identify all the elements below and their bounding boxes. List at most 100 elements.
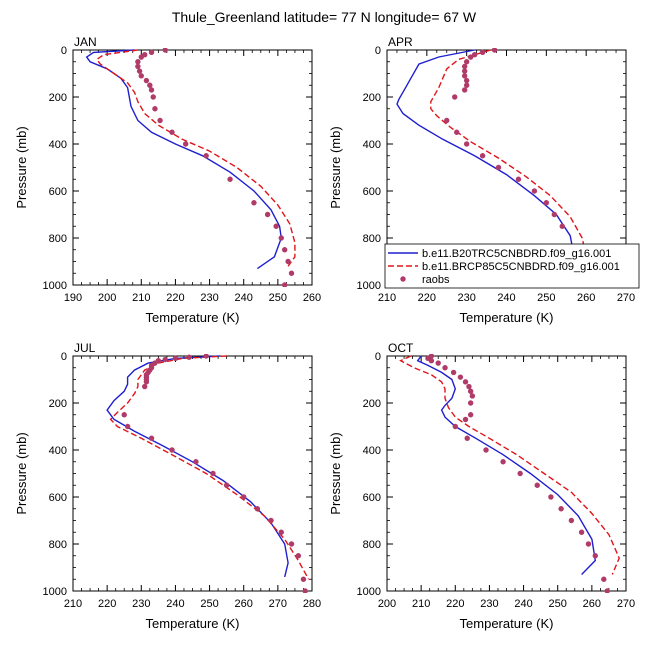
raobs-point — [152, 106, 158, 112]
raobs-point — [462, 379, 469, 385]
y-axis-label: Pressure (mb) — [328, 432, 343, 514]
raobs-point — [450, 369, 457, 376]
raobs-point — [285, 258, 291, 265]
raobs-point — [452, 94, 458, 100]
plot-area — [396, 48, 587, 287]
y-tick-label: 600 — [363, 492, 381, 504]
raobs-point — [428, 358, 435, 364]
raobs-point — [491, 48, 498, 53]
raobs-point — [162, 356, 168, 363]
series-line-brcp85 — [109, 355, 310, 580]
x-axis-label: Temperature (K) — [146, 616, 240, 631]
x-tick-label: 230 — [132, 598, 150, 610]
raobs-point — [302, 588, 308, 593]
raobs-point — [147, 82, 153, 88]
y-tick-label: 400 — [49, 139, 67, 151]
raobs-point — [463, 82, 470, 88]
raobs-point — [461, 63, 468, 70]
panel-month-label: APR — [388, 35, 413, 49]
x-tick-label: 250 — [269, 292, 287, 304]
raobs-point — [138, 73, 144, 79]
raobs-point — [135, 59, 141, 65]
x-tick-label: 210 — [132, 292, 150, 304]
raobs-point — [479, 49, 486, 56]
raobs-point — [268, 517, 274, 524]
raobs-point — [469, 393, 476, 399]
raobs-point — [138, 54, 144, 60]
y-tick-label: 1000 — [357, 586, 381, 598]
raobs-point — [288, 270, 295, 276]
raobs-point — [483, 447, 489, 453]
x-tick-label: 240 — [166, 598, 184, 610]
raobs-point — [136, 68, 143, 74]
raobs-point — [461, 87, 468, 93]
x-axis-label: Temperature (K) — [460, 616, 554, 631]
raobs-point — [463, 141, 470, 147]
x-tick-label: 210 — [64, 598, 82, 610]
raobs-point — [281, 247, 288, 253]
y-tick-label: 0 — [61, 351, 67, 363]
raobs-point — [457, 374, 464, 380]
raobs-point — [462, 416, 469, 423]
raobs-point — [203, 153, 209, 159]
x-tick-label: 220 — [446, 598, 464, 610]
figure-title: Thule_Greenland latitude= 77 N longitude… — [172, 9, 477, 25]
raobs-point — [464, 435, 470, 441]
x-tick-label: 240 — [497, 292, 515, 304]
raobs-point — [442, 365, 448, 371]
x-tick-label: 260 — [235, 598, 253, 610]
raobs-point — [169, 129, 175, 135]
panel-oct: OCT 200 210 220 230 240 250 260 270 0 200 400 600 800… — [328, 341, 635, 631]
raobs-point — [604, 588, 610, 593]
raobs-point — [172, 355, 179, 362]
raobs-point — [467, 400, 474, 406]
raobs-point — [467, 388, 474, 394]
raobs-point — [264, 211, 271, 218]
y-tick-label: 1000 — [357, 280, 381, 292]
raobs-point — [227, 176, 233, 182]
raobs-point — [559, 223, 565, 229]
raobs-point — [578, 529, 585, 535]
series-line-b20trc5 — [106, 355, 289, 578]
raobs-point — [452, 423, 458, 430]
raobs-point — [251, 200, 257, 206]
plot-frame — [72, 355, 313, 592]
x-tick-label: 260 — [303, 292, 321, 304]
panel-month-label: OCT — [388, 341, 414, 355]
series-line-brcp85 — [95, 49, 296, 267]
x-tick-label: 240 — [235, 292, 253, 304]
y-tick-label: 800 — [363, 539, 381, 551]
raobs-point — [157, 117, 163, 124]
raobs-point — [203, 354, 209, 359]
raobs-point — [288, 541, 295, 547]
plot-area — [85, 48, 296, 287]
x-tick-label: 250 — [549, 598, 567, 610]
plot-frame — [386, 355, 627, 592]
y-tick-label: 1000 — [43, 586, 67, 598]
raobs-point — [169, 447, 175, 453]
x-tick-label: 250 — [200, 598, 218, 610]
series-line-b20trc5 — [416, 355, 597, 575]
legend-label: raobs — [422, 274, 450, 286]
raobs-point — [551, 211, 557, 218]
x-tick-label: 230 — [480, 598, 498, 610]
legend: b.e11.B20TRC5CNBDRD.f09_g16.001b.e11.BRC… — [384, 243, 640, 289]
y-tick-label: 200 — [363, 92, 381, 104]
raobs-point — [435, 360, 441, 366]
raobs-point — [241, 494, 247, 500]
x-tick-label: 200 — [98, 292, 116, 304]
y-tick-label: 800 — [363, 233, 381, 245]
y-tick-label: 400 — [363, 139, 381, 151]
x-tick-label: 220 — [418, 292, 436, 304]
raobs-point — [148, 87, 155, 93]
panel-month-label: JUL — [74, 341, 96, 355]
raobs-point — [461, 73, 468, 79]
raobs-point — [223, 482, 230, 488]
raobs-point — [162, 48, 168, 53]
y-tick-label: 400 — [49, 445, 67, 457]
raobs-point — [500, 459, 506, 465]
y-tick-label: 0 — [375, 45, 381, 57]
plot-frame — [72, 49, 313, 286]
raobs-point — [517, 470, 523, 477]
